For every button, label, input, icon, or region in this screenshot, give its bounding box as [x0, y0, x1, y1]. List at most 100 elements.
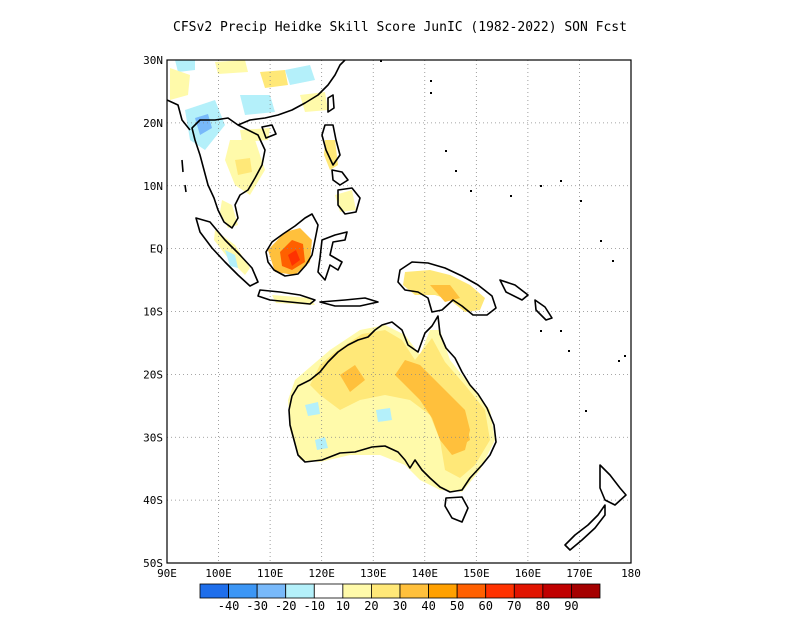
colorbar-swatch [456, 583, 487, 599]
lat-label: 30N [143, 54, 163, 67]
colorbar-swatch [371, 583, 401, 599]
coast-new-britain [499, 279, 529, 301]
coast-tasmania [444, 496, 469, 523]
china-neg-5 [175, 60, 195, 72]
coast-sulawesi [317, 231, 348, 281]
gridlines [167, 60, 631, 563]
lat-label: 40S [143, 494, 163, 507]
colorbar-swatch [542, 583, 572, 599]
lon-label: 140E [412, 567, 439, 580]
plot-frame [166, 59, 632, 564]
colorbar-label: -10 [303, 599, 325, 613]
colorbar-label: 80 [536, 599, 550, 613]
australia-east-shading [395, 360, 470, 455]
colorbar-swatch [428, 583, 458, 599]
lon-label: 150E [463, 567, 490, 580]
lon-label: 120E [308, 567, 335, 580]
colorbar-swatch [399, 583, 429, 599]
lat-label: 20S [143, 368, 163, 381]
coast-visayas [331, 169, 349, 186]
colorbar-label: -40 [218, 599, 240, 613]
australia-patch-1 [340, 365, 365, 392]
colorbar-label: 60 [478, 599, 492, 613]
colorbar-label: 20 [364, 599, 378, 613]
malay-shading [220, 200, 238, 228]
coast-bangladesh [167, 99, 191, 131]
colorbar-swatch [571, 583, 601, 599]
longitude-labels: 90E 100E 110E 120E 130E 140E 150E 160E 170E 180 [157, 567, 641, 580]
lat-label: 10S [143, 306, 163, 319]
colorbar-label: 50 [450, 599, 464, 613]
lon-label: 170E [566, 567, 593, 580]
coast-nz-north [599, 464, 627, 506]
lon-label: 160E [515, 567, 542, 580]
sumatra-shading [214, 230, 250, 275]
coast-mindanao [337, 187, 361, 215]
lon-label: 100E [205, 567, 232, 580]
lon-label: 180 [621, 567, 641, 580]
colorbar-labels: -40 -30 -20 -10 10 20 30 40 50 60 70 80 90 [218, 599, 579, 613]
lon-label: 110E [257, 567, 284, 580]
philippines-shading [324, 140, 338, 170]
java-shading [272, 295, 315, 305]
china-pos-3 [300, 92, 328, 112]
colorbar-swatch [228, 583, 258, 599]
colorbar [199, 583, 601, 599]
coast-borneo [265, 213, 319, 277]
china-neg-4 [285, 65, 315, 85]
colorbar-swatch [199, 583, 229, 599]
australia-neg-3 [376, 408, 392, 422]
coast-taiwan [327, 94, 335, 113]
latitude-labels: 30N 20N 10N EQ 10S 20S 30S 40S 50S [143, 54, 163, 570]
coast-new-guinea [397, 261, 497, 316]
skill-shading [170, 60, 495, 492]
coastlines [167, 60, 627, 551]
australia-neg-2 [315, 437, 328, 450]
coast-java [257, 289, 316, 305]
lon-label: 90E [157, 567, 177, 580]
colorbar-label: 30 [393, 599, 407, 613]
mindanao-shading [335, 190, 356, 212]
colorbar-label: 70 [507, 599, 521, 613]
colorbar-swatch [342, 583, 372, 599]
colorbar-label: 10 [336, 599, 350, 613]
lat-label: 10N [143, 180, 163, 193]
map-title: CFSv2 Precip Heidke Skill Score JunIC (1… [173, 20, 627, 35]
coast-lesser-sunda [319, 297, 379, 307]
indochina-patch [235, 158, 252, 175]
colorbar-swatch [485, 583, 515, 599]
coast-luzon [321, 124, 341, 166]
coast-china [237, 60, 346, 126]
lon-label: 130E [360, 567, 387, 580]
pacific-islands [380, 60, 626, 412]
china-pos-2 [260, 70, 288, 88]
colorbar-swatch [285, 583, 315, 599]
sumatra-neg [225, 250, 238, 268]
china-pos-1 [170, 68, 190, 100]
lat-label: 50S [143, 557, 163, 570]
coast-nz-south [564, 504, 606, 551]
lat-label: 20N [143, 117, 163, 130]
colorbar-label: 90 [564, 599, 578, 613]
coast-hainan [261, 124, 277, 139]
australia-neg-1 [305, 402, 320, 416]
china-pos-5 [240, 128, 270, 142]
new-guinea-core [430, 285, 460, 302]
coast-sumatra [195, 217, 259, 287]
colorbar-swatch [256, 583, 287, 599]
colorbar-label: 40 [421, 599, 435, 613]
coast-australia [288, 315, 497, 493]
colorbar-label: -30 [246, 599, 268, 613]
colorbar-swatch [313, 583, 344, 599]
coast-indochina [191, 117, 266, 229]
colorbar-label: -20 [275, 599, 297, 613]
australia-patch-2 [452, 415, 470, 448]
colorbar-swatch [513, 583, 544, 599]
coast-solomons [534, 299, 553, 321]
china-neg-3 [240, 95, 275, 115]
borneo-peak [288, 250, 300, 266]
coast-andaman [181, 159, 187, 193]
lat-label: EQ [150, 243, 163, 256]
china-pos-4 [215, 60, 248, 74]
